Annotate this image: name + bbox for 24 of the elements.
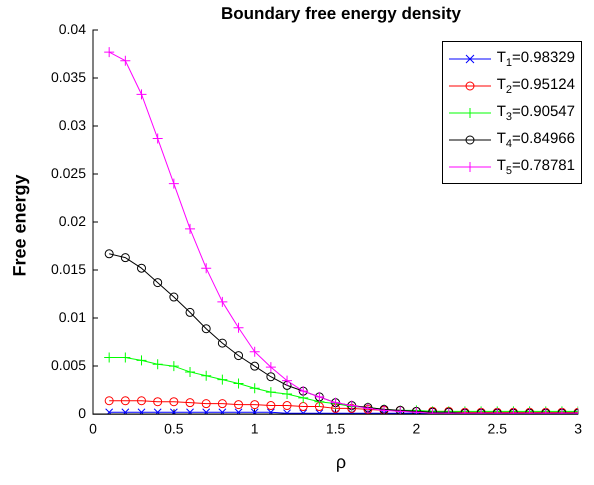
y-tick-label: 0.005 — [50, 357, 86, 374]
legend-label: T$_{5}$=0.78781 — [496, 156, 575, 176]
legend-label: T$_{1}$=0.98329 — [496, 48, 575, 68]
y-tick-label: 0 — [78, 405, 86, 422]
x-tick-label: 3 — [574, 420, 582, 436]
y-axis-title: Free energy — [10, 173, 30, 279]
legend-label: T$_{3}$=0.90547 — [496, 102, 575, 122]
x-tick-label: 0.5 — [164, 420, 184, 436]
y-tick-label: 0.025 — [50, 164, 86, 181]
x-tick-label: 1 — [250, 420, 259, 436]
y-tick-label: 0.04 — [58, 20, 86, 37]
y-tick-label: 0.02 — [58, 212, 86, 229]
x-tick-label: 2.5 — [488, 420, 508, 436]
y-tick-label: 0.015 — [50, 260, 86, 277]
chart-title: Boundary free energy density — [220, 4, 462, 24]
x-tick-label: 2 — [412, 420, 421, 436]
x-tick-label: 1.5 — [326, 420, 346, 436]
legend-label: T$_{4}$=0.84966 — [496, 130, 575, 150]
legend-label: T$_{2}$=0.95124 — [496, 76, 575, 96]
x-axis-title: ρ — [334, 452, 348, 473]
y-tick-label: 0.03 — [58, 116, 86, 133]
x-tick-label: 0 — [89, 420, 98, 436]
y-tick-label: 0.035 — [50, 68, 86, 85]
y-tick-label: 0.01 — [58, 309, 86, 326]
